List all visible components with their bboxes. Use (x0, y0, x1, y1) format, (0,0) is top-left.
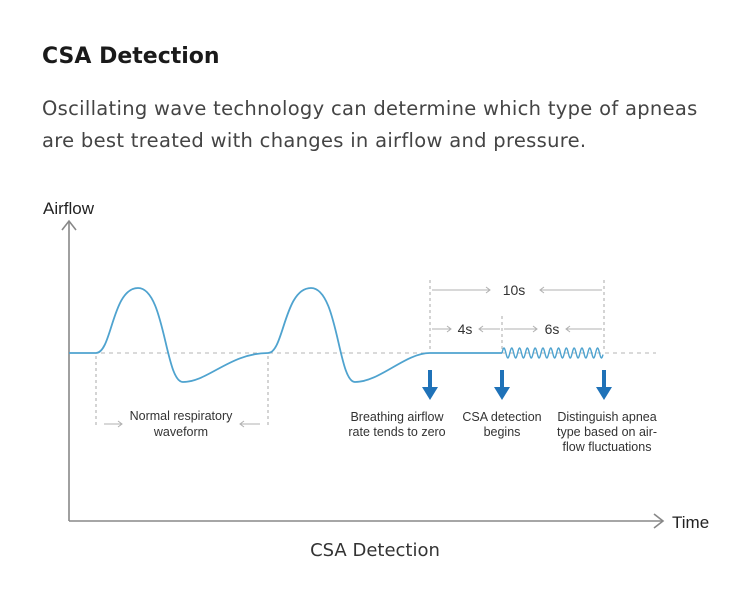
normal-right-arrowhead (239, 420, 245, 428)
description-line-2: are best treated with changes in airflow… (42, 129, 587, 152)
event-arrows (422, 370, 612, 400)
duration-markers (104, 286, 602, 428)
zero-right-arrowhead (478, 325, 484, 333)
normal-label-2: waveform (153, 425, 208, 439)
total-right-arrowhead (539, 286, 545, 294)
distinguish-label-2: type based on air- (557, 425, 657, 439)
detect-label-1: CSA detection (462, 410, 541, 424)
airflow-waveform (69, 287, 502, 383)
detect-right-arrowhead (565, 325, 571, 333)
guide-lines (95, 280, 605, 428)
page-title: CSA Detection (42, 44, 220, 69)
description-line-1: Oscillating wave technology can determin… (42, 97, 698, 120)
normal-left-arrowhead (117, 420, 123, 428)
x-axis-arrowhead (653, 513, 665, 529)
detect-label-2: begins (484, 425, 521, 439)
axes (61, 219, 665, 529)
normal-label-1: Normal respiratory (130, 409, 234, 423)
arrow-detection-begins (494, 370, 510, 400)
distinguish-label-1: Distinguish apnea (557, 410, 656, 424)
arrow-zero-flow (422, 370, 438, 400)
x-axis-label: Time (672, 513, 709, 532)
y-axis-arrowhead (61, 219, 77, 231)
detect-left-arrowhead (532, 325, 538, 333)
description: Oscillating wave technology can determin… (42, 93, 722, 157)
arrow-distinguish (596, 370, 612, 400)
y-axis-label: Airflow (43, 199, 95, 218)
zero-label-2: rate tends to zero (348, 425, 445, 439)
duration-zero-flow: 4s (458, 321, 473, 337)
zero-left-arrowhead (446, 325, 452, 333)
duration-detection: 6s (545, 321, 560, 337)
oscillation-waveform (501, 347, 604, 359)
total-left-arrowhead (485, 286, 491, 294)
zero-label-1: Breathing airflow (350, 410, 444, 424)
diagram-caption: CSA Detection (310, 540, 440, 561)
duration-total: 10s (503, 282, 526, 298)
distinguish-label-3: flow fluctuations (563, 440, 652, 454)
annotations: Normal respiratory waveform Breathing ai… (130, 409, 657, 454)
